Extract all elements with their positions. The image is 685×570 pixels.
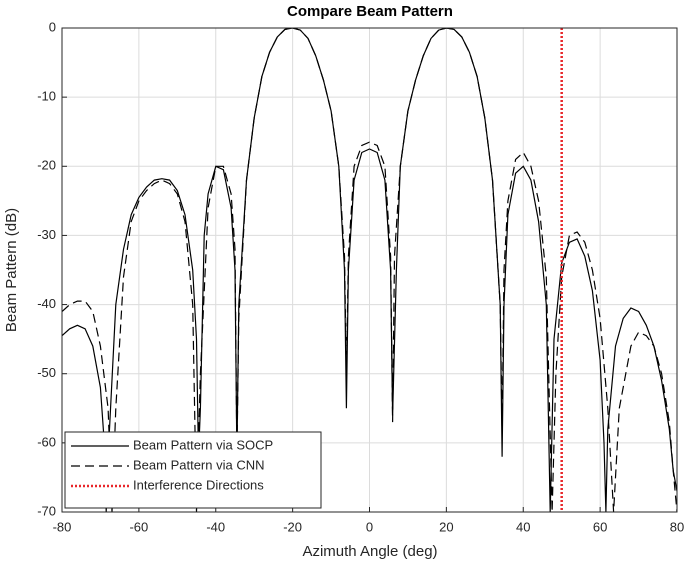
chart-title: Compare Beam Pattern [287, 3, 453, 20]
y-tick-label: 0 [49, 19, 56, 34]
y-axis-label: Beam Pattern (dB) [3, 208, 20, 332]
x-tick-label: 0 [366, 519, 373, 534]
x-axis-label: Azimuth Angle (deg) [302, 543, 437, 560]
y-tick-label: -10 [37, 89, 56, 104]
y-tick-label: -70 [37, 503, 56, 518]
series-line [62, 28, 677, 512]
x-tick-label: -80 [53, 519, 72, 534]
y-tick-label: -40 [37, 296, 56, 311]
plot-lines [62, 28, 677, 512]
y-tick-label: -50 [37, 365, 56, 380]
legend-label: Beam Pattern via CNN [133, 457, 265, 472]
x-tick-label: 80 [670, 519, 684, 534]
legend-label: Interference Directions [133, 477, 264, 492]
plot-border [61, 27, 678, 513]
y-tick-label: -20 [37, 158, 56, 173]
y-tick-label: -60 [37, 434, 56, 449]
y-tick-label: -30 [37, 227, 56, 242]
x-tick-label: 60 [593, 519, 607, 534]
x-tick-label: -40 [206, 519, 225, 534]
x-tick-label: 40 [516, 519, 530, 534]
x-tick-label: 20 [439, 519, 453, 534]
legend-box [64, 431, 322, 509]
legend-label: Beam Pattern via SOCP [133, 437, 273, 452]
series-line [62, 28, 677, 512]
x-tick-label: -20 [283, 519, 302, 534]
x-tick-label: -60 [129, 519, 148, 534]
